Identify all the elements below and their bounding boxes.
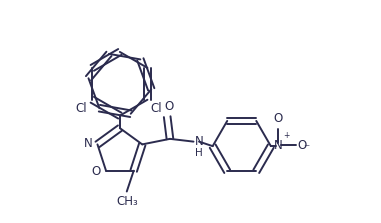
Text: +: + [283, 131, 290, 140]
Text: Cl: Cl [150, 103, 162, 116]
Text: ⁻: ⁻ [304, 142, 310, 155]
Text: O: O [92, 165, 101, 178]
Text: N: N [195, 134, 203, 148]
Text: CH₃: CH₃ [116, 195, 138, 208]
Text: O: O [274, 112, 283, 125]
Text: O: O [298, 139, 307, 152]
Text: N: N [274, 139, 283, 152]
Text: O: O [164, 99, 173, 113]
Text: H: H [195, 148, 203, 158]
Text: N: N [84, 137, 93, 150]
Text: Cl: Cl [75, 103, 87, 116]
